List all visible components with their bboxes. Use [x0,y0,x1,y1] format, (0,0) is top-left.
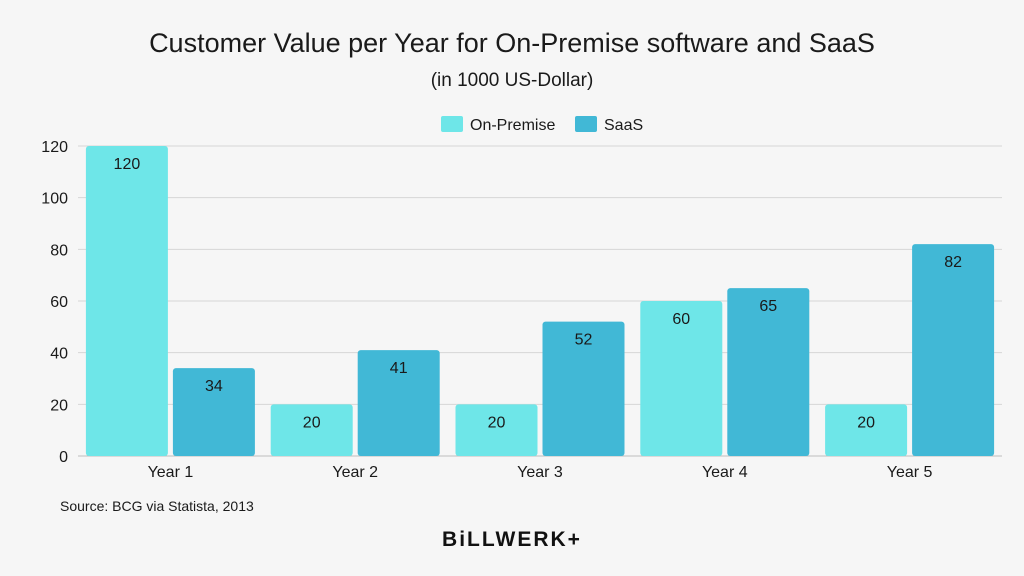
legend-label-saas: SaaS [604,117,643,134]
y-tick-label: 80 [50,242,68,259]
y-tick-label: 20 [50,397,68,414]
data-label: 52 [575,332,593,349]
data-labels: 120 34 20 41 20 52 60 65 20 82 [114,156,963,431]
x-category-label: Year 4 [702,464,748,481]
data-label: 120 [114,156,141,173]
legend: On-Premise SaaS [441,116,643,134]
x-category-label: Year 3 [517,464,563,481]
bar-on-premise-year-2 [270,404,353,456]
bar-saas-year-4 [727,288,810,456]
data-label: 65 [759,298,777,315]
legend-swatch-on-premise [441,116,463,132]
bar-saas-year-3 [542,321,625,456]
bar-saas-year-2 [357,350,440,456]
chart-title: Customer Value per Year for On-Premise s… [149,28,875,58]
bar-saas-year-5 [912,244,995,456]
bar-on-premise-year-3 [455,404,538,456]
data-label: 20 [303,414,321,431]
brand-logo: BiLLWERK+ [442,528,582,551]
x-category-label: Year 5 [887,464,933,481]
y-tick-label: 100 [41,191,68,208]
x-category-label: Year 2 [332,464,378,481]
data-label: 34 [205,378,223,395]
legend-swatch-saas [575,116,597,132]
source-note: Source: BCG via Statista, 2013 [60,498,254,514]
y-tick-label: 120 [41,139,68,156]
y-tick-label: 40 [50,346,68,363]
bar-on-premise-year-4 [640,301,723,456]
x-axis-categories: Year 1 Year 2 Year 3 Year 4 Year 5 [148,464,933,481]
data-label: 60 [672,311,690,328]
bar-saas-year-1 [172,368,255,456]
y-tick-label: 0 [59,449,68,466]
x-category-label: Year 1 [148,464,194,481]
data-label: 41 [390,360,408,377]
bars [85,146,995,456]
data-label: 82 [944,254,962,271]
bar-on-premise-year-5 [825,404,908,456]
y-axis-ticks: 0 20 40 60 80 100 120 [41,139,68,466]
y-tick-label: 60 [50,294,68,311]
chart-subtitle: (in 1000 US-Dollar) [431,70,594,91]
bar-on-premise-year-1 [85,146,168,456]
legend-label-on-premise: On-Premise [470,117,555,134]
data-label: 20 [488,414,506,431]
data-label: 20 [857,414,875,431]
